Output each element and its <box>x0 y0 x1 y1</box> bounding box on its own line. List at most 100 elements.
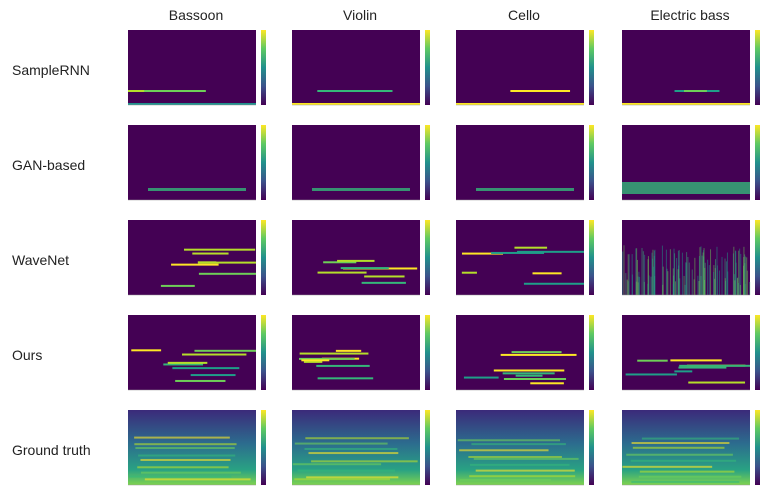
harmonic <box>458 439 560 441</box>
baseline <box>292 103 420 105</box>
note <box>679 365 750 367</box>
harmonic <box>459 449 548 451</box>
column-header: Bassoon <box>169 7 223 23</box>
noise <box>715 259 716 295</box>
harmonic <box>633 447 725 449</box>
noise <box>713 272 714 295</box>
noise <box>725 278 726 295</box>
spectrogram <box>622 315 760 390</box>
spectrogram <box>456 125 594 200</box>
noise <box>676 258 677 295</box>
noise <box>651 253 652 295</box>
note <box>626 373 677 375</box>
noise <box>673 249 674 295</box>
noise <box>666 250 667 295</box>
spectrogram <box>456 30 594 105</box>
colorbar <box>755 125 760 200</box>
harmonic <box>293 463 381 465</box>
note <box>300 353 369 355</box>
noise <box>679 250 680 295</box>
noise <box>687 257 688 295</box>
note <box>501 354 577 356</box>
note <box>504 378 566 380</box>
harmonic <box>294 478 390 480</box>
noise <box>701 246 702 295</box>
spectrogram <box>292 125 430 200</box>
note <box>512 351 562 353</box>
note <box>688 382 745 384</box>
colorbar <box>589 125 594 200</box>
note <box>530 382 564 384</box>
note <box>191 374 236 376</box>
colorbar <box>755 410 760 485</box>
note <box>194 350 256 352</box>
note <box>199 273 256 275</box>
note <box>192 253 228 255</box>
note <box>175 380 225 382</box>
note <box>172 367 239 369</box>
row-label: WaveNet <box>12 252 69 268</box>
note <box>514 247 547 249</box>
figure: BassoonViolinCelloElectric bassSampleRNN… <box>0 0 772 491</box>
band <box>476 188 574 191</box>
noise <box>726 261 727 295</box>
column-header: Violin <box>343 7 377 23</box>
noise <box>654 250 655 295</box>
note <box>184 249 255 251</box>
noise <box>733 247 734 295</box>
noise <box>745 257 746 295</box>
note <box>318 272 367 274</box>
note <box>491 252 544 254</box>
spectrogram-bg <box>128 30 256 105</box>
spectrogram <box>622 125 760 200</box>
band <box>622 182 750 194</box>
harmonic <box>632 442 730 444</box>
note <box>198 261 217 263</box>
spectrogram <box>128 410 266 485</box>
column-header: Cello <box>508 7 540 23</box>
noise <box>735 251 736 295</box>
colorbar <box>589 315 594 390</box>
note <box>637 360 667 362</box>
noise <box>699 247 700 295</box>
harmonic <box>145 478 251 480</box>
noise <box>697 276 698 295</box>
spectrogram-bg <box>128 220 256 295</box>
baseline <box>456 103 584 105</box>
colorbar <box>425 220 430 295</box>
note <box>494 369 564 371</box>
harmonic <box>298 470 396 472</box>
column-header: Electric bass <box>650 7 729 23</box>
noise <box>644 255 645 295</box>
noise <box>698 281 699 295</box>
colorbar <box>589 220 594 295</box>
noise <box>692 270 693 295</box>
colorbar <box>425 125 430 200</box>
note <box>168 362 208 364</box>
harmonic <box>622 466 712 468</box>
note <box>337 260 374 262</box>
harmonic <box>474 458 579 460</box>
noise <box>649 275 650 295</box>
colorbar <box>261 220 266 295</box>
harmonic <box>138 455 235 457</box>
spectrogram-bg <box>292 30 420 105</box>
row-label: Ground truth <box>12 442 91 458</box>
noise <box>727 252 728 295</box>
note <box>301 359 329 361</box>
row-label: Ours <box>12 347 42 363</box>
spectrogram-bg <box>456 30 584 105</box>
noise <box>722 257 723 295</box>
spectrogram <box>456 410 594 485</box>
noise <box>682 253 683 295</box>
harmonic <box>642 438 739 440</box>
spectrogram <box>292 30 430 105</box>
spectrogram <box>292 315 430 390</box>
noise <box>719 271 720 295</box>
noise <box>702 256 703 295</box>
noise <box>632 275 633 295</box>
noise <box>684 276 685 295</box>
noise <box>710 249 711 295</box>
spectrogram <box>456 220 594 295</box>
noise <box>642 248 643 295</box>
